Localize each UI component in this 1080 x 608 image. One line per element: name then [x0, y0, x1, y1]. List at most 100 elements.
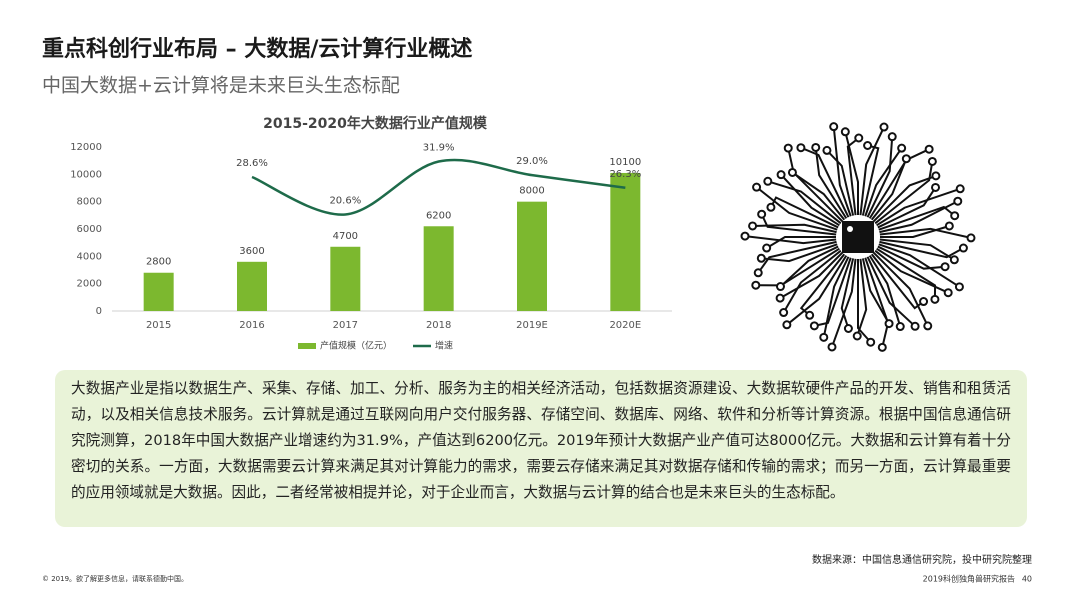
circuit-line — [879, 200, 959, 234]
footer-left: © 2019。欲了解更多信息，请联系德勤中国。 — [42, 574, 188, 583]
circuit-line — [779, 245, 839, 288]
bar-value-label: 10100 — [609, 157, 641, 168]
circuit-line — [831, 258, 857, 348]
circuit-node — [863, 141, 873, 151]
circuit-line — [846, 137, 860, 216]
circuit-line — [755, 186, 838, 231]
circuit-line — [791, 171, 846, 221]
circuit-line — [866, 256, 916, 328]
y-tick-label: 8000 — [77, 197, 102, 208]
circuit-line — [877, 186, 937, 229]
circuit-line — [766, 236, 836, 249]
circuit-node — [762, 243, 772, 253]
circuit-node — [953, 196, 963, 206]
circuit-node — [958, 243, 968, 253]
circuit-line — [879, 227, 972, 239]
circuit-line — [840, 258, 855, 329]
bar — [330, 246, 361, 311]
circuit-node — [877, 342, 887, 352]
circuit-line — [879, 240, 964, 259]
x-tick-label: 2017 — [333, 320, 358, 331]
y-tick-label: 10000 — [70, 169, 102, 180]
circuit-node — [822, 145, 832, 155]
circuit-node — [949, 255, 959, 265]
circuit-line — [866, 136, 894, 218]
page-title: 重点科创行业布局 – 大数据/云计算行业概述 — [42, 36, 472, 62]
bar-value-label: 8000 — [519, 186, 544, 197]
circuit-node — [751, 280, 761, 290]
x-tick-label: 2016 — [239, 320, 264, 331]
circuit-node — [805, 310, 815, 320]
circuit-node — [879, 122, 889, 132]
line-value-label: 31.9% — [423, 143, 455, 154]
page-subtitle: 中国大数据+云计算将是未来巨头生态标配 — [42, 75, 400, 97]
circuit-node — [748, 221, 758, 231]
legend-label: 增速 — [435, 340, 453, 352]
body-text: 大数据产业是指以数据生产、采集、存储、加工、分析、服务为主的相关经济活动，包括数… — [55, 370, 1027, 527]
circuit-line — [832, 126, 852, 217]
circuit-line — [786, 255, 848, 326]
circuit-line — [844, 131, 859, 215]
circuit-node — [919, 297, 929, 307]
x-tick-label: 2019E — [516, 320, 548, 331]
circuit-line — [857, 259, 872, 343]
circuit-line — [864, 147, 903, 217]
bar-value-label: 4700 — [333, 231, 358, 242]
circuit-node — [895, 322, 905, 332]
bar-value-label: 2800 — [146, 257, 171, 268]
circuit-line — [861, 258, 890, 325]
circuit-node — [776, 170, 786, 180]
circuit-node — [819, 332, 829, 342]
circuit-node — [852, 331, 862, 341]
circuit-node — [787, 167, 797, 177]
y-tick-label: 6000 — [77, 224, 102, 235]
circuit-node — [931, 182, 941, 192]
page-number: 40 — [1022, 575, 1032, 584]
line-value-label: 29.0% — [516, 156, 548, 167]
circuit-node — [775, 282, 785, 292]
circuit-node — [923, 321, 933, 331]
circuit-node — [944, 221, 954, 231]
circuit-node — [931, 171, 941, 181]
circuit-node — [783, 143, 793, 153]
circuit-line — [878, 205, 956, 231]
circuit-line — [872, 251, 929, 327]
y-tick-label: 4000 — [77, 251, 102, 262]
circuit-node — [887, 132, 897, 142]
circuit-line — [760, 213, 837, 236]
circuit-node — [884, 319, 894, 329]
circuit-illustration — [740, 122, 976, 352]
line-value-label: 26.3% — [609, 169, 641, 180]
circuit-node — [809, 321, 819, 331]
circuit-node — [763, 176, 773, 186]
circuit-node — [843, 323, 853, 333]
circuit-line — [876, 187, 961, 227]
chip-dot — [847, 226, 853, 232]
circuit-line — [874, 161, 934, 225]
circuit-line — [782, 249, 842, 314]
circuit-node — [966, 233, 976, 243]
source: 数据来源：中国信息通信研究院，投中研究院整理 — [812, 553, 1032, 566]
chip — [842, 221, 874, 253]
circuit-line — [826, 149, 855, 216]
bar — [517, 201, 547, 311]
bar-value-label: 6200 — [426, 210, 451, 221]
circuit-line — [767, 180, 842, 225]
circuit-node — [866, 337, 876, 347]
circuit-node — [796, 143, 806, 153]
chart-title: 2015-2020年大数据行业产值规模 — [263, 115, 488, 132]
circuit-line — [814, 257, 852, 327]
circuit-line — [780, 173, 840, 227]
legend-item: 增速 — [413, 340, 453, 352]
circuit-node — [753, 268, 763, 278]
circuit-node — [924, 144, 934, 154]
circuit-line — [757, 240, 837, 274]
circuit-node — [766, 202, 776, 212]
circuit-node — [752, 182, 762, 192]
circuit-node — [910, 321, 920, 331]
bar — [237, 261, 267, 311]
circuit-node — [854, 133, 864, 143]
bar — [610, 172, 641, 311]
